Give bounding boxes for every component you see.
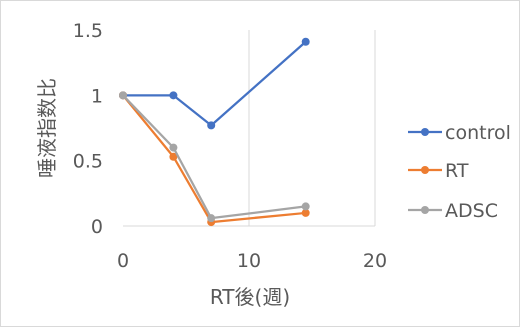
legend-marker-ADSC (421, 206, 429, 214)
legend-marker-RT (421, 166, 429, 174)
series-line-control (123, 40, 307, 127)
data-point-ADSC (119, 91, 127, 100)
tick-labels: 0 10 20 0 0.5 1 1.5 (73, 20, 387, 272)
y-axis-title: 唾液指数比 (35, 78, 59, 178)
x-tick-label: 20 (363, 250, 387, 272)
x-axis-title: RT後(週) (210, 285, 290, 309)
y-tick-label: 1 (91, 85, 103, 107)
y-tick-label: 1.5 (73, 20, 103, 42)
data-point-ADSC (169, 143, 178, 152)
x-tick-label: 10 (237, 250, 261, 272)
legend-label-control: control (445, 122, 511, 144)
data-point-control (169, 91, 178, 100)
data-point-RT (301, 208, 310, 217)
data-point-control (207, 121, 216, 130)
legend-label-RT: RT (445, 160, 469, 182)
series-line-RT (122, 94, 306, 224)
data-point-ADSC (301, 202, 310, 211)
series-layer (119, 37, 310, 227)
y-tick-label: 0 (91, 216, 103, 238)
series-line-ADSC (122, 94, 306, 220)
legend-label-ADSC: ADSC (445, 200, 498, 222)
legend-marker-control (421, 128, 429, 136)
data-point-RT (169, 152, 178, 161)
legend: control RT ADSC (408, 122, 511, 222)
y-tick-label: 0.5 (73, 151, 103, 173)
gridlines (248, 30, 376, 226)
data-point-control (301, 37, 310, 46)
data-point-ADSC (207, 214, 216, 223)
x-tick-label: 0 (117, 250, 129, 272)
